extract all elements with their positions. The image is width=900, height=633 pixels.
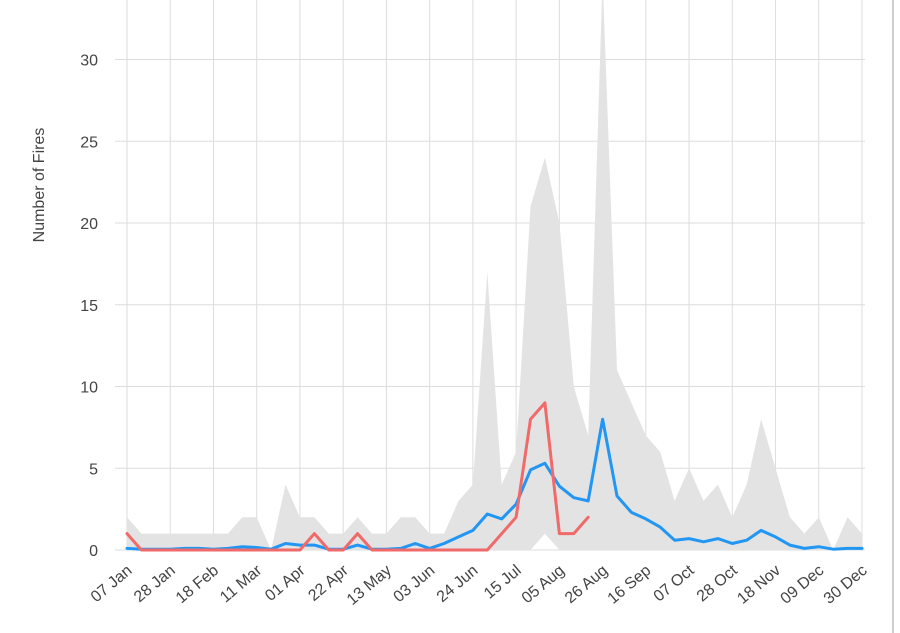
x-tick-label: 30 Dec — [821, 562, 871, 608]
x-tick-label: 15 Jul — [481, 562, 525, 602]
y-tick-label: 25 — [80, 134, 98, 151]
x-tick-label: 03 Jun — [390, 562, 438, 606]
y-axis-label: Number of Fires — [31, 128, 48, 243]
x-tick-label: 26 Aug — [562, 562, 611, 607]
y-tick-label: 10 — [80, 380, 98, 397]
x-tick-label: 05 Aug — [519, 562, 568, 607]
y-tick-label: 30 — [80, 53, 98, 70]
series-layer — [125, 401, 864, 552]
historical-range-band — [127, 0, 862, 550]
y-tick-label: 0 — [89, 543, 98, 560]
x-tick-label: 11 Mar — [217, 562, 266, 607]
y-axis-ticks: 0 5 10 15 20 25 30 — [80, 53, 98, 561]
x-tick-label: 07 Oct — [651, 562, 698, 606]
y-tick-label: 5 — [89, 461, 98, 478]
x-tick-label: 28 Jan — [131, 562, 179, 606]
x-tick-label: 09 Dec — [778, 562, 828, 608]
x-tick-label: 18 Nov — [734, 562, 784, 608]
y-tick-label: 20 — [80, 216, 98, 233]
x-tick-label: 01 Apr — [262, 562, 309, 605]
x-tick-label: 16 Sep — [605, 562, 655, 608]
y-tick-label: 15 — [80, 298, 98, 315]
x-tick-label: 24 Jun — [434, 562, 482, 606]
current-year-series-line — [125, 401, 590, 552]
range-band-layer — [127, 0, 862, 550]
x-tick-label: 13 May — [344, 562, 395, 609]
x-tick-label: 07 Jan — [88, 562, 136, 606]
x-tick-label: 28 Oct — [694, 562, 741, 606]
x-tick-label: 18 Feb — [173, 562, 222, 607]
average-series-line — [125, 417, 864, 551]
